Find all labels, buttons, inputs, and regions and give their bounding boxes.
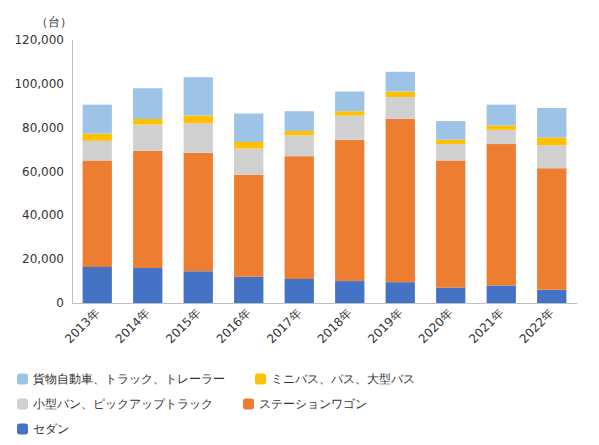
- svg-text:2017年: 2017年: [264, 306, 304, 346]
- svg-text:2022年: 2022年: [517, 306, 557, 346]
- svg-text:0: 0: [56, 296, 64, 310]
- svg-text:2013年: 2013年: [62, 306, 102, 346]
- svg-text:100,000: 100,000: [14, 77, 64, 91]
- svg-text:60,000: 60,000: [22, 165, 64, 179]
- svg-text:2019年: 2019年: [365, 306, 405, 346]
- svg-text:ミニバス、バス、大型バス: ミニバス、バス、大型バス: [271, 372, 415, 386]
- svg-text:貨物自動車、トラック、トレーラー: 貨物自動車、トラック、トレーラー: [33, 372, 225, 386]
- svg-text:（台）: （台）: [36, 15, 72, 29]
- svg-text:2014年: 2014年: [113, 306, 153, 346]
- svg-text:20,000: 20,000: [22, 252, 64, 266]
- svg-text:2015年: 2015年: [163, 306, 203, 346]
- svg-text:2020年: 2020年: [416, 306, 456, 346]
- svg-text:ステーションワゴン: ステーションワゴン: [259, 397, 367, 411]
- svg-text:セダン: セダン: [33, 422, 69, 436]
- svg-text:120,000: 120,000: [14, 33, 64, 47]
- svg-text:小型バン、ピックアップトラック: 小型バン、ピックアップトラック: [33, 397, 213, 411]
- svg-text:40,000: 40,000: [22, 208, 64, 222]
- svg-text:2016年: 2016年: [214, 306, 254, 346]
- svg-text:2021年: 2021年: [466, 306, 506, 346]
- svg-text:80,000: 80,000: [22, 121, 64, 135]
- svg-text:2018年: 2018年: [315, 306, 355, 346]
